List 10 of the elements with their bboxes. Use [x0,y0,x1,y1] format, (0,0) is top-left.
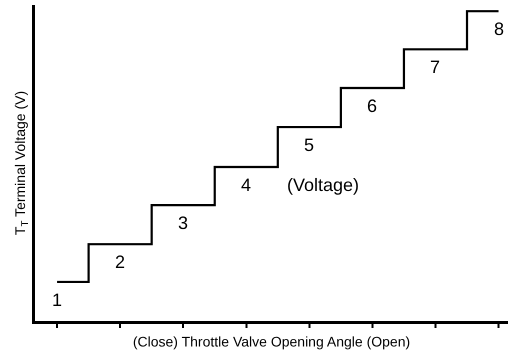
x-tick-label: 7 [430,57,440,77]
annotation: (Voltage) [287,175,360,195]
x-tick-label: 4 [241,175,252,195]
x-tick-label: 6 [367,96,378,116]
x-tick-label: 2 [115,252,126,272]
x-tick-label: 3 [178,213,188,233]
x-axis-title: (Close) Throttle Valve Opening Angle (Open) [132,333,410,350]
x-tick-label: 1 [52,290,62,310]
x-tick-label: 8 [494,19,504,39]
x-tick-label: 5 [304,135,314,155]
